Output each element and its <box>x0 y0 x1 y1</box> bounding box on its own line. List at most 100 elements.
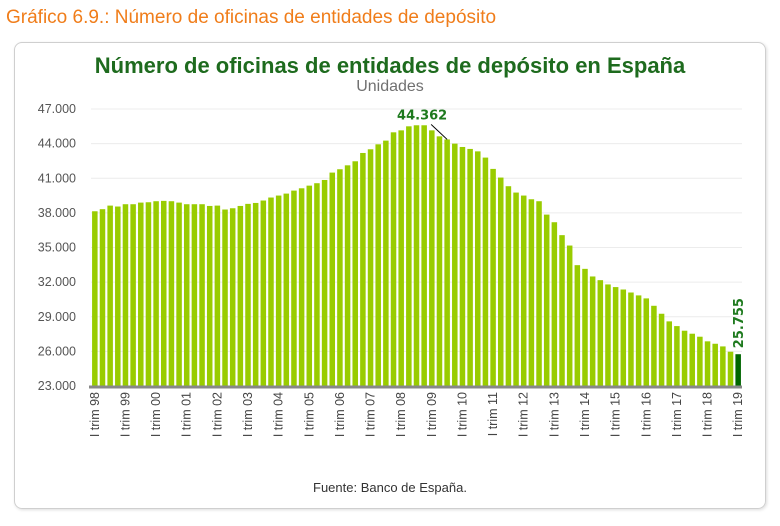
bar <box>605 284 611 386</box>
bar <box>720 346 726 386</box>
bar <box>275 195 282 386</box>
bar <box>314 183 320 386</box>
bar <box>321 179 328 386</box>
bar <box>222 209 228 386</box>
bar <box>168 201 175 386</box>
bar <box>245 203 251 386</box>
x-tick-label: I trim 15 <box>609 392 623 437</box>
y-tick-label: 41.000 <box>38 171 76 185</box>
data-label: 44.362 <box>397 108 447 123</box>
bar <box>643 298 650 386</box>
y-tick-label: 44.000 <box>38 137 76 151</box>
annotation-leader <box>430 124 448 140</box>
bar <box>559 235 565 386</box>
bar <box>635 295 642 386</box>
bar <box>666 321 672 386</box>
data-label: 25.755 <box>732 298 747 348</box>
y-tick-label: 47.000 <box>38 102 76 116</box>
bar <box>130 204 136 386</box>
bar <box>674 326 680 386</box>
x-tick-label: I trim 17 <box>670 392 684 437</box>
bar <box>444 139 450 386</box>
y-tick-label: 26.000 <box>38 344 76 358</box>
bar <box>138 202 144 386</box>
bar <box>620 289 627 386</box>
bar <box>199 204 205 386</box>
bar <box>176 202 182 386</box>
bar <box>398 130 404 386</box>
chart-title: Número de oficinas de entidades de depós… <box>94 53 686 78</box>
bar <box>360 152 366 386</box>
bar <box>291 190 297 386</box>
x-tick-label: I trim 98 <box>88 392 102 437</box>
bar <box>268 197 274 386</box>
bar <box>681 330 688 386</box>
bar <box>306 185 313 386</box>
bar <box>436 136 443 386</box>
y-tick-label: 29.000 <box>38 310 76 324</box>
x-tick-label: I trim 13 <box>547 392 561 437</box>
x-tick-label: I trim 18 <box>701 392 715 437</box>
x-tick-label: I trim 04 <box>272 392 286 437</box>
bar <box>658 313 665 386</box>
bar <box>237 205 244 386</box>
bar <box>413 125 420 387</box>
x-tick-label: I trim 01 <box>180 392 194 437</box>
bar <box>229 208 236 386</box>
bar <box>107 205 113 386</box>
x-tick-label: I trim 03 <box>241 392 255 437</box>
x-tick-label: I trim 12 <box>517 392 531 437</box>
bar <box>597 280 604 386</box>
bar <box>482 157 489 386</box>
figure-header: Gráfico 6.9.: Número de oficinas de enti… <box>6 7 497 28</box>
bar <box>712 343 718 386</box>
x-tick-label: I trim 08 <box>394 392 408 437</box>
bar <box>528 199 535 386</box>
bar <box>375 144 381 386</box>
bar <box>99 209 106 386</box>
bar <box>115 206 121 386</box>
bar <box>543 214 550 386</box>
bar <box>612 287 619 386</box>
bar <box>352 161 358 386</box>
bar <box>367 149 374 386</box>
bar <box>153 201 159 386</box>
bar <box>490 168 496 386</box>
bar <box>651 305 657 386</box>
bar <box>260 200 267 386</box>
chart-subtitle: Unidades <box>356 78 424 95</box>
bar <box>689 333 695 386</box>
bar <box>214 205 221 386</box>
bar <box>337 169 343 386</box>
bar <box>697 336 703 386</box>
chart-source: Fuente: Banco de España. <box>313 480 467 495</box>
bar <box>459 146 466 386</box>
y-tick-label: 32.000 <box>38 275 76 289</box>
x-tick-label: I trim 07 <box>364 392 378 437</box>
bar <box>513 192 519 386</box>
bar <box>344 165 351 386</box>
bar <box>566 245 573 386</box>
bar <box>283 193 290 386</box>
bar <box>589 276 596 386</box>
bar <box>329 172 336 386</box>
bar <box>704 341 711 386</box>
x-tick-label: I trim 10 <box>455 392 469 437</box>
bar <box>429 130 435 386</box>
bar <box>582 268 588 386</box>
bar <box>183 204 190 386</box>
bar <box>383 140 389 386</box>
x-tick-label: I trim 05 <box>302 392 316 437</box>
y-tick-label: 35.000 <box>38 241 76 255</box>
bar <box>298 188 305 386</box>
bar <box>628 292 634 386</box>
x-tick-label: I trim 09 <box>425 392 439 437</box>
bar <box>727 351 734 386</box>
bar <box>252 202 259 386</box>
x-tick-label: I trim 14 <box>578 392 592 437</box>
x-tick-label: I trim 99 <box>118 392 132 437</box>
bar <box>145 202 152 386</box>
bar <box>574 265 581 386</box>
bar <box>551 222 558 386</box>
